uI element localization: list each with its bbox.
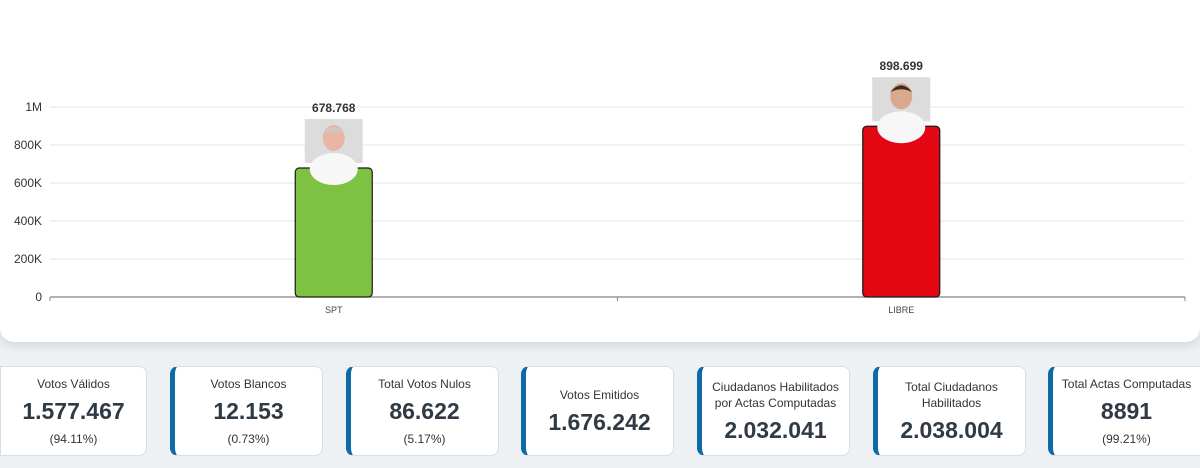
stat-card-total-ciudadanos: Total Ciudadanos Habilitados 2.038.004: [873, 366, 1026, 456]
data-label-libre: 898.699: [880, 59, 924, 73]
stat-card-votos-blancos: Votos Blancos 12.153 (0.73%): [170, 366, 323, 456]
stat-value: 8891: [1100, 398, 1153, 424]
stat-value: 86.622: [389, 398, 460, 424]
stat-percentage: (5.17%): [403, 432, 446, 446]
y-tick-label: 800K: [14, 138, 42, 152]
stat-card-votos-validos: Votos Válidos 1.577.467 (94.11%): [0, 366, 147, 456]
stat-title: Votos Blancos: [210, 377, 287, 391]
chart-card: 0 200K 400K 600K 800K 1M 678.768 SPT 898.699 LIBR…: [0, 0, 1200, 342]
x-category-label-libre: LIBRE: [888, 305, 914, 315]
stats-row: Votos Válidos 1.577.467 (94.11%) Votos B…: [0, 366, 1200, 458]
bar-chart: 0 200K 400K 600K 800K 1M 678.768 SPT 898.699 LIBR…: [14, 59, 1186, 315]
stat-value: 2.032.041: [724, 417, 827, 443]
stat-title: Ciudadanos Habilitados por Actas Computa…: [712, 380, 839, 410]
stat-percentage: (94.11%): [49, 432, 98, 446]
stat-title: Votos Válidos: [37, 377, 110, 391]
bar-libre: [862, 125, 941, 298]
stat-title: Total Ciudadanos Habilitados: [905, 380, 998, 410]
stat-card-ciudadanos-actas: Ciudadanos Habilitados por Actas Computa…: [697, 366, 850, 456]
candidate-photo-libre: [872, 77, 931, 144]
y-tick-label: 600K: [14, 176, 42, 190]
stat-percentage: (99.21%): [1102, 432, 1151, 446]
stat-title: Votos Emitidos: [559, 388, 640, 402]
data-label-spt: 678.768: [312, 101, 356, 115]
stat-value: 12.153: [213, 398, 284, 424]
stat-title: Total Votos Nulos: [378, 377, 471, 391]
y-tick-label: 1M: [25, 100, 42, 114]
stat-value: 1.577.467: [22, 398, 125, 424]
stat-card-votos-emitidos: Votos Emitidos 1.676.242: [521, 366, 674, 456]
y-tick-label: 200K: [14, 252, 42, 266]
y-tick-label: 400K: [14, 214, 42, 228]
stat-title: Total Actas Computadas: [1061, 377, 1192, 391]
bar-spt: [294, 167, 373, 298]
stat-card-actas-computadas: Total Actas Computadas 8891 (99.21%): [1048, 366, 1200, 456]
x-category-label-spt: SPT: [325, 305, 343, 315]
candidate-photo-spt: [304, 119, 363, 186]
stat-percentage: (0.73%): [227, 432, 270, 446]
stat-value: 2.038.004: [900, 417, 1003, 443]
y-tick-label: 0: [35, 290, 42, 304]
stat-value: 1.676.242: [548, 409, 651, 435]
stat-card-votos-nulos: Total Votos Nulos 86.622 (5.17%): [346, 366, 499, 456]
